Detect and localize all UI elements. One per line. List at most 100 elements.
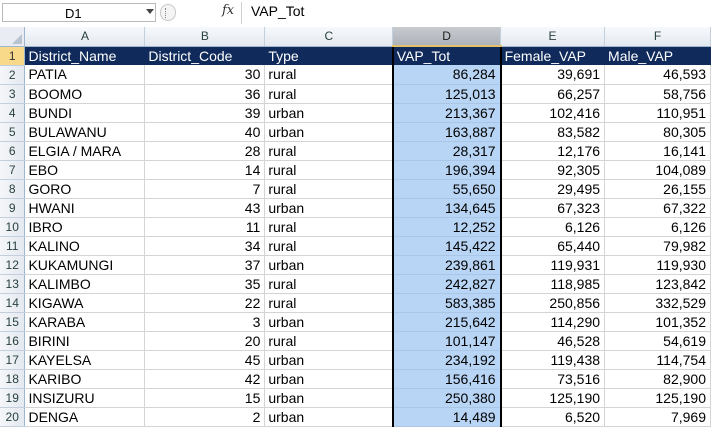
select-all-corner[interactable] [0, 27, 26, 47]
cell-female[interactable]: 114,290 [500, 312, 606, 332]
column-header-d[interactable]: D [392, 27, 502, 47]
cell-type[interactable]: rural [264, 84, 394, 104]
cell-vap[interactable]: 196,394 [391, 160, 502, 180]
header-cell[interactable]: District_Name [24, 46, 146, 65]
cell-code[interactable]: 28 [144, 141, 266, 161]
cell-code[interactable]: 42 [144, 369, 266, 389]
cell-female[interactable]: 46,528 [500, 331, 606, 351]
cell-code[interactable]: 43 [144, 198, 266, 218]
cell-male[interactable]: 119,930 [604, 255, 711, 275]
cell-female[interactable]: 119,438 [500, 350, 606, 370]
column-header-c[interactable]: C [264, 27, 394, 47]
cell-vap[interactable]: 12,252 [391, 217, 502, 237]
row-header[interactable]: 18 [0, 369, 26, 389]
cell-name[interactable]: EBO [24, 160, 146, 180]
cell-code[interactable]: 40 [144, 122, 266, 142]
cell-name[interactable]: KAYELSA [24, 350, 146, 370]
row-header[interactable]: 3 [0, 84, 26, 104]
cell-code[interactable]: 34 [144, 236, 266, 256]
cell-male[interactable]: 110,951 [604, 103, 711, 123]
dropdown-arrow-icon[interactable] [146, 9, 154, 14]
cell-male[interactable]: 7,969 [604, 407, 711, 427]
row-header[interactable]: 2 [0, 65, 26, 85]
cell-vap[interactable]: 101,147 [391, 331, 502, 351]
cell-name[interactable]: INSIZURU [24, 388, 146, 408]
cell-type[interactable]: rural [264, 236, 394, 256]
cell-type[interactable]: rural [264, 160, 394, 180]
cell-female[interactable]: 125,190 [500, 388, 606, 408]
cell-name[interactable]: PATIA [24, 65, 146, 85]
cell-male[interactable]: 114,754 [604, 350, 711, 370]
cell-code[interactable]: 22 [144, 293, 266, 313]
row-header[interactable]: 14 [0, 293, 26, 313]
cell-vap[interactable]: 125,013 [391, 84, 502, 104]
cell-code[interactable]: 2 [144, 407, 266, 427]
cell-type[interactable]: rural [264, 217, 394, 237]
cell-vap[interactable]: 134,645 [391, 198, 502, 218]
cell-female[interactable]: 6,520 [500, 407, 606, 427]
cell-vap[interactable]: 242,827 [391, 274, 502, 294]
cell-vap[interactable]: 156,416 [391, 369, 502, 389]
cell-code[interactable]: 3 [144, 312, 266, 332]
cell-name[interactable]: KALIMBO [24, 274, 146, 294]
cell-code[interactable]: 15 [144, 388, 266, 408]
cell-name[interactable]: BULAWANU [24, 122, 146, 142]
function-icon[interactable]: fx [222, 3, 235, 18]
row-header[interactable]: 11 [0, 236, 26, 256]
cell-female[interactable]: 6,126 [500, 217, 606, 237]
cell-type[interactable]: rural [264, 331, 394, 351]
cell-male[interactable]: 123,842 [604, 274, 711, 294]
cell-code[interactable]: 20 [144, 331, 266, 351]
cell-vap[interactable]: 28,317 [391, 141, 502, 161]
column-header-a[interactable]: A [24, 27, 146, 47]
cell-name[interactable]: BIRINI [24, 331, 146, 351]
cell-male[interactable]: 82,900 [604, 369, 711, 389]
cell-name[interactable]: KARABA [24, 312, 146, 332]
row-header[interactable]: 8 [0, 179, 26, 199]
cell-female[interactable]: 67,323 [500, 198, 606, 218]
row-header[interactable]: 20 [0, 407, 26, 427]
column-header-b[interactable]: B [144, 27, 266, 47]
cell-code[interactable]: 36 [144, 84, 266, 104]
formula-input[interactable]: VAP_Tot [251, 3, 305, 19]
cell-male[interactable]: 80,305 [604, 122, 711, 142]
row-header[interactable]: 9 [0, 198, 26, 218]
cell-male[interactable]: 104,089 [604, 160, 711, 180]
row-header[interactable]: 12 [0, 255, 26, 275]
cell-name[interactable]: KIGAWA [24, 293, 146, 313]
cell-name[interactable]: ELGIA / MARA [24, 141, 146, 161]
row-header[interactable]: 10 [0, 217, 26, 237]
cell-name[interactable]: HWANI [24, 198, 146, 218]
cell-male[interactable]: 79,982 [604, 236, 711, 256]
cell-male[interactable]: 26,155 [604, 179, 711, 199]
cell-female[interactable]: 83,582 [500, 122, 606, 142]
cell-female[interactable]: 29,495 [500, 179, 606, 199]
header-cell[interactable]: Female_VAP [500, 46, 606, 65]
cell-type[interactable]: urban [264, 369, 394, 389]
cell-name[interactable]: KALINO [24, 236, 146, 256]
name-box[interactable]: D1 [2, 3, 156, 22]
cell-type[interactable]: urban [264, 388, 394, 408]
cell-female[interactable]: 12,176 [500, 141, 606, 161]
cell-name[interactable]: BUNDI [24, 103, 146, 123]
cell-code[interactable]: 11 [144, 217, 266, 237]
cell-type[interactable]: rural [264, 65, 394, 85]
header-cell[interactable]: Type [264, 46, 394, 65]
cell-name[interactable]: IBRO [24, 217, 146, 237]
cell-code[interactable]: 37 [144, 255, 266, 275]
cell-name[interactable]: KUKAMUNGI [24, 255, 146, 275]
cell-vap[interactable]: 145,422 [391, 236, 502, 256]
cell-male[interactable]: 46,593 [604, 65, 711, 85]
cell-name[interactable]: BOOMO [24, 84, 146, 104]
row-header[interactable]: 15 [0, 312, 26, 332]
cell-type[interactable]: rural [264, 293, 394, 313]
cell-type[interactable]: rural [264, 141, 394, 161]
cell-male[interactable]: 6,126 [604, 217, 711, 237]
row-header[interactable]: 13 [0, 274, 26, 294]
cell-vap[interactable]: 163,887 [391, 122, 502, 142]
row-header[interactable]: 6 [0, 141, 26, 161]
cell-type[interactable]: urban [264, 255, 394, 275]
row-header[interactable]: 5 [0, 122, 26, 142]
cell-male[interactable]: 67,322 [604, 198, 711, 218]
cell-code[interactable]: 30 [144, 65, 266, 85]
